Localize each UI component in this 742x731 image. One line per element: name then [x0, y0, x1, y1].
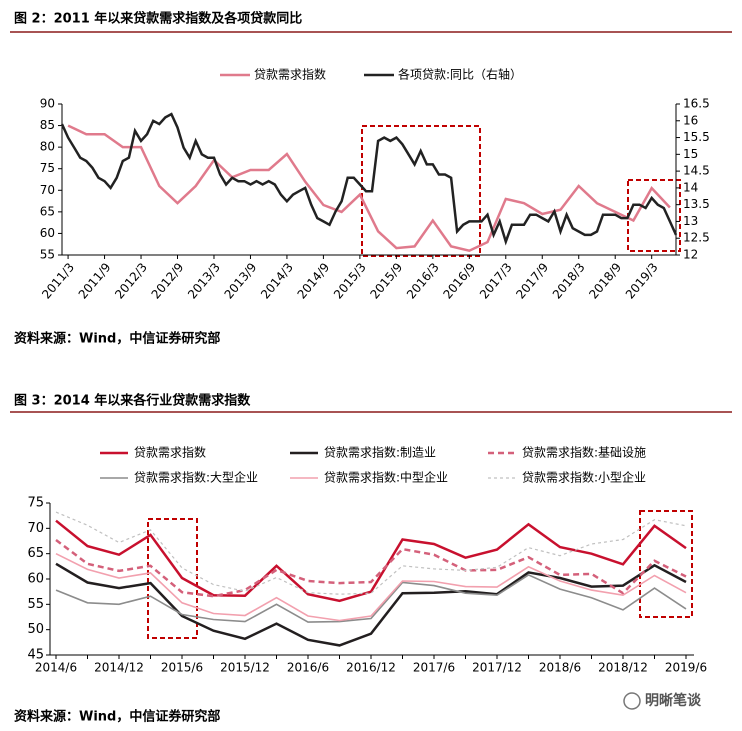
x-tick-label: 2013/3 [185, 260, 223, 301]
x-tick-label: 2018/9 [586, 260, 624, 301]
series-line [60, 112, 678, 246]
series-line [55, 552, 687, 622]
y2-tick-label: 14.5 [683, 164, 710, 178]
y2-tick-label: 12 [683, 248, 698, 262]
x-tick-label: 2016/3 [404, 260, 442, 301]
y-tick-label: 60 [27, 572, 44, 587]
highlight-box [147, 518, 198, 639]
chart-title: 图 2：2011 年以来贷款需求指数及各项贷款同比 [14, 11, 302, 27]
x-tick-label: 2018/3 [550, 260, 588, 301]
x-tick-label: 2011/9 [76, 260, 114, 301]
x-tick-label: 2014/6 [35, 661, 77, 675]
x-tick-label: 2017/6 [413, 661, 455, 675]
legend-label: 贷款需求指数 [134, 445, 206, 460]
x-tick-label: 2019/3 [623, 260, 661, 301]
source: 资料来源：Wind，中信证券研究部 [14, 331, 220, 347]
x-tick-label: 2016/12 [346, 661, 396, 675]
x-tick-label: 2014/9 [295, 260, 333, 301]
watermark-icon [623, 692, 641, 710]
y-tick-label: 65 [40, 204, 55, 218]
chart-title: 图 3：2014 年以来各行业贷款需求指数 [14, 393, 251, 409]
x-tick-label: 2011/3 [39, 260, 77, 301]
highlight-box [361, 125, 481, 257]
y2-tick-label: 16 [683, 113, 698, 127]
y-tick-label: 90 [40, 97, 55, 111]
y-tick-label: 80 [40, 140, 55, 154]
x-tick-label: 2016/6 [287, 661, 329, 675]
x-tick-label: 2018/6 [539, 661, 581, 675]
y2-tick-label: 15 [683, 147, 698, 161]
x-tick-label: 2015/12 [220, 661, 270, 675]
series-line [55, 511, 687, 595]
x-tick-label: 2012/3 [112, 260, 150, 301]
y2-tick-label: 13.5 [683, 197, 710, 211]
y-tick-label: 70 [40, 183, 55, 197]
y-tick-label: 55 [40, 248, 55, 262]
y-tick-label: 60 [40, 226, 55, 240]
series-line [55, 573, 687, 623]
x-tick-label: 2017/9 [513, 260, 551, 301]
y-tick-label: 70 [27, 521, 44, 536]
legend-label: 贷款需求指数:中型企业 [324, 470, 448, 485]
series-line [67, 124, 671, 253]
source: 资料来源：Wind，中信证券研究部 [14, 709, 220, 725]
y2-tick-label: 14 [683, 180, 698, 194]
y2-tick-label: 15.5 [683, 130, 710, 144]
y-tick-label: 45 [27, 648, 44, 663]
x-tick-label: 2015/9 [367, 260, 405, 301]
series-line [55, 562, 687, 647]
x-tick-label: 2016/9 [440, 260, 478, 301]
legend-label: 各项贷款:同比（右轴） [398, 67, 522, 82]
y-tick-label: 65 [27, 546, 44, 561]
series-line [55, 519, 687, 603]
x-tick-label: 2013/9 [222, 260, 260, 301]
x-tick-label: 2017/12 [472, 661, 522, 675]
y-tick-label: 50 [27, 622, 44, 637]
legend-label: 贷款需求指数:基础设施 [522, 445, 646, 460]
y-tick-label: 75 [40, 161, 55, 175]
legend-label: 贷款需求指数 [254, 67, 326, 82]
legend-label: 贷款需求指数:大型企业 [134, 470, 258, 485]
x-tick-label: 2015/3 [331, 260, 369, 301]
legend-label: 贷款需求指数:小型企业 [522, 470, 646, 485]
watermark: 明晰笔谈 [645, 692, 702, 709]
legend-label: 贷款需求指数:制造业 [324, 445, 436, 460]
x-tick-label: 2015/6 [161, 661, 203, 675]
x-tick-label: 2019/6 [665, 661, 707, 675]
y2-tick-label: 12.5 [683, 231, 710, 245]
y-tick-label: 55 [27, 597, 44, 612]
y2-tick-label: 16.5 [683, 97, 710, 111]
x-tick-label: 2017/3 [477, 260, 515, 301]
x-tick-label: 2012/9 [149, 260, 187, 301]
x-tick-label: 2018/12 [598, 661, 648, 675]
series-line [55, 539, 687, 598]
y-tick-label: 85 [40, 118, 55, 132]
y2-tick-label: 13 [683, 214, 698, 228]
highlight-box [639, 510, 693, 618]
x-tick-label: 2014/12 [94, 661, 144, 675]
y-tick-label: 75 [27, 496, 44, 511]
x-tick-label: 2014/3 [258, 260, 296, 301]
